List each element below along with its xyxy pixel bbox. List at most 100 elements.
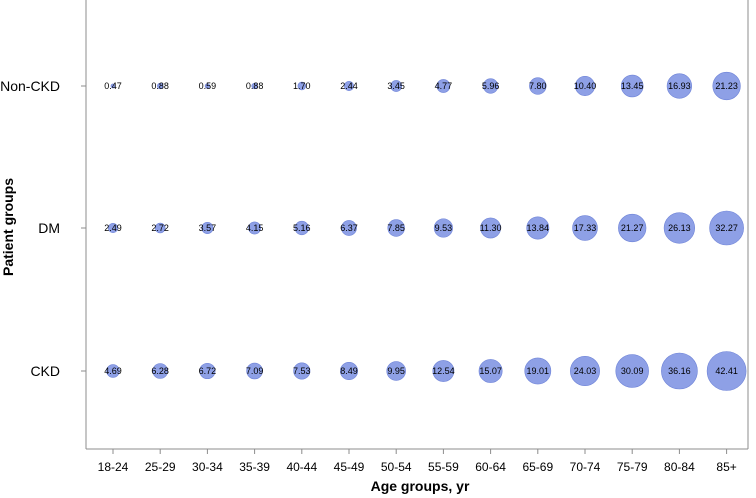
- bubble-value-label: 30.09: [621, 366, 644, 376]
- bubble-value-label: 7.80: [529, 81, 547, 91]
- bubble: [246, 362, 263, 380]
- bubble: [436, 79, 451, 93]
- bubble: [199, 362, 216, 380]
- bubble: [663, 212, 696, 244]
- bubble-value-label: 5.16: [293, 223, 311, 233]
- bubble: [201, 222, 214, 234]
- bubble: [297, 81, 306, 91]
- x-tick-label: 80-84: [664, 460, 695, 474]
- bubble: [526, 216, 550, 240]
- bubble: [344, 81, 354, 91]
- y-tick-label: DM: [38, 220, 60, 236]
- bubble: [293, 362, 311, 380]
- bubble-value-label: 24.03: [574, 366, 597, 376]
- bubble-value-label: 4.77: [435, 81, 453, 91]
- bubble-value-label: 21.23: [715, 81, 738, 91]
- bubble: [482, 78, 499, 94]
- x-tick-label: 45-49: [334, 460, 365, 474]
- x-tick-label: 18-24: [98, 460, 129, 474]
- bubble-value-label: 0.47: [104, 81, 122, 91]
- bubble-value-label: 9.95: [387, 366, 405, 376]
- bubble-value-label: 17.33: [574, 223, 597, 233]
- bubble-value-label: 16.93: [668, 81, 691, 91]
- data-label-layer: 0.47 0.88 0.59 0.88 1.70 2.44 3.45 4.77 5.96 7.80…: [104, 81, 738, 376]
- bubble-value-label: 9.53: [435, 223, 453, 233]
- x-tick-label: 85+: [716, 460, 736, 474]
- bubble-value-label: 8.49: [340, 366, 358, 376]
- bubble: [478, 359, 503, 383]
- bubble: [618, 213, 647, 243]
- bubble-value-label: 13.84: [527, 223, 550, 233]
- bubble-value-label: 21.27: [621, 223, 644, 233]
- y-tick-label: CKD: [30, 363, 60, 379]
- bubble: [204, 83, 210, 89]
- x-tick-label: 75-79: [617, 460, 648, 474]
- bubble-value-label: 0.59: [199, 81, 217, 91]
- bubble-value-label: 13.45: [621, 81, 644, 91]
- bubble: [248, 221, 261, 235]
- bubble-value-label: 26.13: [668, 223, 691, 233]
- x-axis-title: Age groups, yr: [371, 478, 470, 494]
- bubble-value-label: 2.44: [340, 81, 358, 91]
- bubble-value-label: 3.45: [387, 81, 405, 91]
- bubble: [572, 215, 598, 241]
- bubble: [620, 74, 644, 98]
- bubble: [157, 82, 164, 90]
- bubble: [529, 77, 547, 95]
- x-tick-label: 35-39: [239, 460, 270, 474]
- bubble: [107, 222, 119, 234]
- bubble-value-label: 2.72: [151, 223, 169, 233]
- bubble-value-label: 7.09: [246, 366, 264, 376]
- bubble-value-label: 6.28: [151, 366, 169, 376]
- bubble-value-label: 12.54: [432, 366, 455, 376]
- bubble: [251, 82, 258, 90]
- x-tick-label: 65-69: [522, 460, 553, 474]
- bubble: [154, 222, 166, 234]
- bubble-value-label: 4.69: [104, 366, 122, 376]
- plot-frame: [85, 0, 749, 450]
- bubble: [712, 71, 741, 101]
- x-tick-label: 40-44: [286, 460, 317, 474]
- bubble: [386, 361, 406, 381]
- bubble-value-label: 0.88: [246, 81, 264, 91]
- bubble-value-label: 7.53: [293, 366, 311, 376]
- bubble: [387, 219, 405, 237]
- bubble-value-label: 0.88: [151, 81, 169, 91]
- bubble: [341, 220, 357, 236]
- bubble: [480, 217, 501, 239]
- bubble-value-label: 6.37: [340, 223, 358, 233]
- bubble: [709, 210, 744, 246]
- bubble-value-label: 10.40: [574, 81, 597, 91]
- bubble: [706, 351, 747, 391]
- bubble: [666, 73, 693, 99]
- x-tick-label: 30-34: [192, 460, 223, 474]
- bubble: [575, 76, 595, 96]
- bubble: [432, 360, 455, 382]
- bubble: [390, 80, 403, 92]
- bubble-value-label: 32.27: [715, 223, 738, 233]
- bubble: [339, 361, 359, 381]
- bubble-value-label: 19.01: [527, 366, 550, 376]
- bubble-value-label: 15.07: [479, 366, 502, 376]
- bubble: [524, 357, 552, 385]
- bubble-value-label: 42.41: [715, 366, 738, 376]
- bubble-value-label: 4.15: [246, 223, 264, 233]
- bubble: [294, 220, 309, 236]
- bubble-value-label: 7.85: [387, 223, 405, 233]
- bubble: [110, 83, 116, 89]
- y-axis-ticks: Non-CKD DM CKD: [0, 78, 86, 379]
- bubble-value-label: 5.96: [482, 81, 500, 91]
- x-axis-ticks: 18-24 25-29 30-34 35-39 40-44 45-49 50-54 55-59…: [98, 449, 737, 474]
- bubble: [433, 218, 453, 238]
- bubble-value-label: 11.30: [480, 223, 502, 233]
- bubble: [570, 356, 600, 386]
- y-axis-title: Patient groups: [0, 178, 16, 276]
- y-tick-label: Non-CKD: [0, 78, 60, 94]
- x-tick-label: 70-74: [570, 460, 601, 474]
- x-tick-label: 60-64: [475, 460, 506, 474]
- x-tick-label: 55-59: [428, 460, 459, 474]
- bubble-value-label: 2.49: [104, 223, 122, 233]
- bubble-value-label: 3.57: [199, 223, 217, 233]
- bubble: [152, 363, 168, 379]
